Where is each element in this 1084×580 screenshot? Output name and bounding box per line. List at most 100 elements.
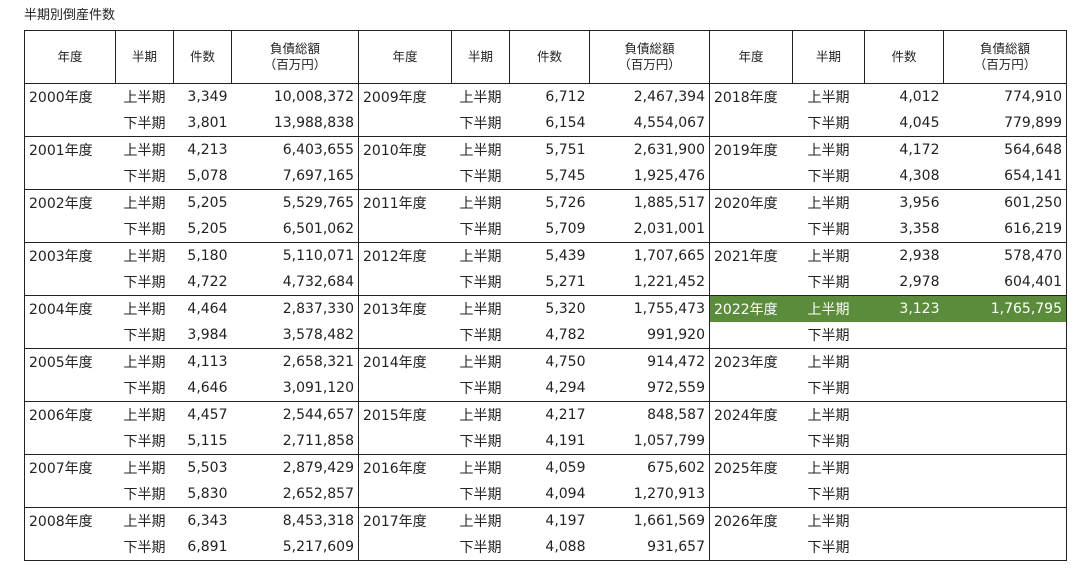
half-cell: 上半期 (115, 242, 174, 269)
header-year: 年度 (358, 30, 452, 84)
header-year: 年度 (24, 30, 116, 84)
debt-cell: 675,602 (589, 454, 710, 481)
header-year-label: 年度 (392, 49, 418, 64)
count-cell: 5,180 (173, 242, 232, 269)
header-count: 件数 (173, 30, 232, 84)
half-cell: 下半期 (459, 381, 502, 397)
count-cell: 5,439 (509, 242, 590, 269)
table-row: 下半期 5,205 6,501,062 下半期 5,709 2,031,001 下半期 3,3… (24, 216, 1067, 243)
count-cell: 4,045 (899, 115, 940, 131)
debt-cell: 616,219 (943, 216, 1067, 243)
year-cell: 2013年度 (358, 295, 452, 322)
debt-cell: 2,031,001 (589, 216, 710, 243)
debt-cell: 7,697,165 (231, 163, 359, 190)
header-debt-label: 負債総額 (624, 41, 675, 56)
debt-cell (943, 322, 1067, 349)
header-count: 件数 (509, 30, 590, 84)
count-cell: 4,464 (173, 295, 232, 322)
table-row: 2008年度 上半期 6,343 8,453,318 2017年度 上半期 4,197 1,6… (24, 507, 1067, 534)
half-cell: 上半期 (792, 136, 865, 163)
count-cell: 5,115 (187, 433, 228, 449)
table-row: 2003年度 上半期 5,180 5,110,071 2012年度 上半期 5,439 1,7… (24, 242, 1067, 269)
table-row: 2006年度 上半期 4,457 2,544,657 2015年度 上半期 4,217 848… (24, 401, 1067, 428)
year-cell (709, 216, 793, 243)
count-cell: 3,358 (899, 221, 940, 237)
debt-cell: 1,885,517 (589, 189, 710, 216)
header-count-label: 件数 (891, 49, 917, 64)
debt-cell (943, 401, 1067, 428)
half-cell: 上半期 (451, 507, 510, 534)
half-cell: 下半期 (807, 328, 850, 344)
year-cell: 2003年度 (24, 242, 116, 269)
debt-cell: 4,554,067 (589, 110, 710, 137)
count-cell (864, 507, 944, 534)
half-cell: 上半期 (792, 242, 865, 269)
half-cell: 上半期 (792, 507, 865, 534)
count-cell: 5,503 (173, 454, 232, 481)
half-cell: 上半期 (115, 348, 174, 375)
table-row: 下半期 5,078 7,697,165 下半期 5,745 1,925,476 下半期 4,3… (24, 163, 1067, 190)
table-row: 下半期 6,891 5,217,609 下半期 4,088 931,657 下半期 (24, 534, 1067, 561)
year-cell: 2024年度 (709, 401, 793, 428)
half-cell: 上半期 (792, 348, 865, 375)
table-row: 下半期 5,830 2,652,857 下半期 4,094 1,270,913 下半期 (24, 481, 1067, 508)
year-cell: 2009年度 (358, 83, 452, 110)
debt-cell: 779,899 (943, 110, 1067, 137)
debt-cell: 2,837,330 (231, 295, 359, 322)
year-cell: 2016年度 (358, 454, 452, 481)
year-cell (24, 216, 116, 243)
year-cell (358, 428, 452, 455)
count-cell: 4,646 (187, 380, 228, 396)
debt-cell: 578,470 (943, 242, 1067, 269)
count-cell: 4,113 (173, 348, 232, 375)
half-cell: 上半期 (451, 242, 510, 269)
header-debt-unit: （百万円） (618, 57, 681, 72)
half-cell: 上半期 (451, 454, 510, 481)
count-cell (864, 401, 944, 428)
header-half-label: 半期 (131, 49, 157, 64)
debt-cell (943, 375, 1067, 402)
half-cell: 下半期 (123, 116, 166, 132)
header-half: 半期 (792, 30, 865, 84)
count-cell: 3,801 (187, 115, 228, 131)
table-row: 2001年度 上半期 4,213 6,403,655 2010年度 上半期 5,751 2,6… (24, 136, 1067, 163)
debt-cell (943, 481, 1067, 508)
count-cell (864, 534, 944, 561)
header-half: 半期 (115, 30, 174, 84)
year-cell: 2001年度 (24, 136, 116, 163)
year-cell: 2010年度 (358, 136, 452, 163)
debt-cell: 3,091,120 (231, 375, 359, 402)
bankruptcy-table: 年度 半期 件数 負債総額 （百万円） 年度 半期 件数 負債総額 （百万円） 年度 半期 件数 負債総額… (24, 30, 1067, 561)
half-cell: 下半期 (807, 222, 850, 238)
half-cell: 上半期 (451, 83, 510, 110)
half-cell: 下半期 (792, 534, 865, 561)
header-debt: 負債総額 （百万円） (589, 30, 710, 84)
count-cell (865, 322, 944, 349)
count-cell: 4,191 (545, 433, 586, 449)
year-cell: 2020年度 (709, 189, 793, 216)
debt-cell: 10,008,372 (231, 83, 359, 110)
header-count: 件数 (864, 30, 944, 84)
half-cell: 下半期 (123, 169, 166, 185)
debt-cell: 6,403,655 (231, 136, 359, 163)
half-cell: 下半期 (115, 534, 174, 561)
half-cell: 上半期 (451, 348, 510, 375)
table-row: 下半期 4,722 4,732,684 下半期 5,271 1,221,452 下半期 2,9… (24, 269, 1067, 296)
year-cell: 2008年度 (24, 507, 116, 534)
half-cell: 下半期 (807, 275, 850, 291)
count-cell: 4,059 (509, 454, 590, 481)
year-cell (709, 534, 793, 561)
count-cell: 6,712 (509, 83, 590, 110)
debt-cell: 8,453,318 (231, 507, 359, 534)
year-cell (709, 481, 793, 508)
count-cell: 5,709 (545, 221, 586, 237)
count-cell: 5,751 (509, 136, 590, 163)
debt-cell: 1,057,799 (589, 428, 710, 455)
table-row: 2000年度 上半期 3,349 10,008,372 2009年度 上半期 6,712 2,… (24, 83, 1067, 110)
year-cell: 2021年度 (709, 242, 793, 269)
table-row: 下半期 4,646 3,091,120 下半期 4,294 972,559 下半期 (24, 375, 1067, 402)
debt-cell: 972,559 (589, 375, 710, 402)
table-row: 下半期 3,984 3,578,482 下半期 4,782 991,920 下半期 (24, 322, 1067, 349)
year-cell: 2018年度 (709, 83, 793, 110)
half-cell: 下半期 (459, 275, 502, 291)
